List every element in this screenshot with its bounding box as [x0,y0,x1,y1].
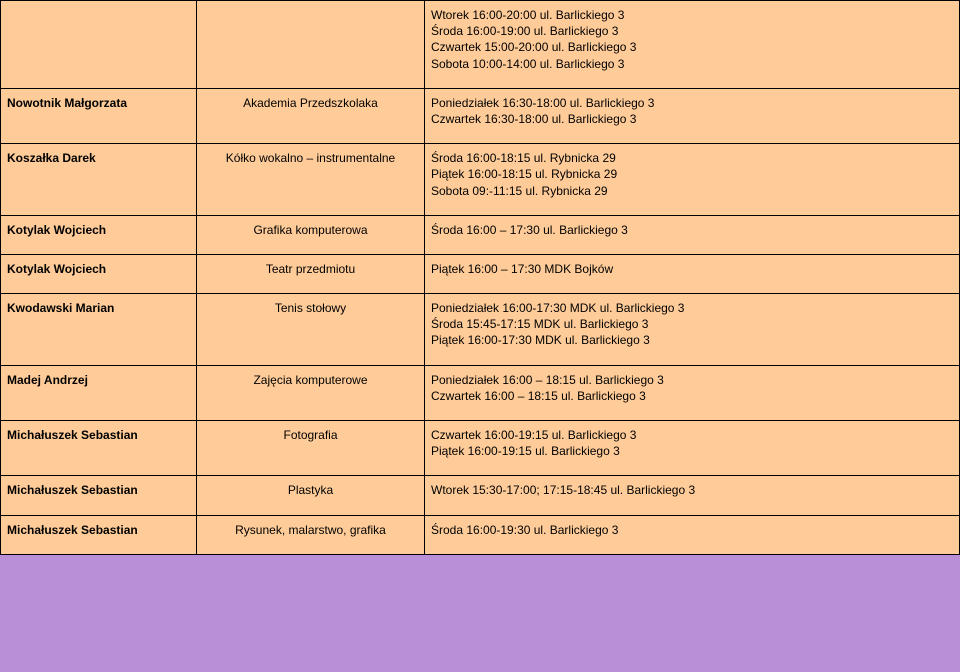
table-row: Wtorek 16:00-20:00 ul. Barlickiego 3Środ… [1,1,960,89]
schedule-line: Wtorek 15:30-17:00; 17:15-18:45 ul. Barl… [431,482,953,498]
cell-name: Kotylak Wojciech [1,215,197,254]
schedule-line: Środa 16:00 – 17:30 ul. Barlickiego 3 [431,222,953,238]
cell-activity: Zajęcia komputerowe [197,365,425,420]
cell-schedule: Środa 16:00-19:30 ul. Barlickiego 3 [425,515,960,554]
cell-schedule: Środa 16:00-18:15 ul. Rybnicka 29Piątek … [425,144,960,216]
cell-activity: Fotografia [197,421,425,476]
cell-name: Kwodawski Marian [1,294,197,366]
cell-schedule: Poniedziałek 16:00 – 18:15 ul. Barlickie… [425,365,960,420]
schedule-line: Wtorek 16:00-20:00 ul. Barlickiego 3 [431,7,953,23]
cell-name: Michałuszek Sebastian [1,515,197,554]
schedule-line: Piątek 16:00-18:15 ul. Rybnicka 29 [431,166,953,182]
schedule-line: Środa 16:00-19:00 ul. Barlickiego 3 [431,23,953,39]
schedule-line: Środa 16:00-18:15 ul. Rybnicka 29 [431,150,953,166]
cell-name: Nowotnik Małgorzata [1,88,197,143]
schedule-line: Czwartek 16:00 – 18:15 ul. Barlickiego 3 [431,388,953,404]
cell-activity: Akademia Przedszkolaka [197,88,425,143]
schedule-line: Czwartek 16:30-18:00 ul. Barlickiego 3 [431,111,953,127]
schedule-line: Piątek 16:00 – 17:30 MDK Bojków [431,261,953,277]
schedule-line: Piątek 16:00-19:15 ul. Barlickiego 3 [431,443,953,459]
cell-schedule: Poniedziałek 16:30-18:00 ul. Barlickiego… [425,88,960,143]
schedule-table: Wtorek 16:00-20:00 ul. Barlickiego 3Środ… [0,0,960,555]
table-row: Madej AndrzejZajęcia komputerowe Poniedzi… [1,365,960,420]
schedule-line: Poniedziałek 16:00-17:30 MDK ul. Barlick… [431,300,953,316]
cell-activity: Tenis stołowy [197,294,425,366]
cell-name: Kotylak Wojciech [1,254,197,293]
cell-name: Madej Andrzej [1,365,197,420]
schedule-line: Sobota 10:00-14:00 ul. Barlickiego 3 [431,56,953,72]
cell-name: Koszałka Darek [1,144,197,216]
cell-name [1,1,197,89]
schedule-line: Piątek 16:00-17:30 MDK ul. Barlickiego 3 [431,332,953,348]
cell-schedule: Wtorek 16:00-20:00 ul. Barlickiego 3Środ… [425,1,960,89]
cell-name: Michałuszek Sebastian [1,476,197,515]
table-row: Nowotnik MałgorzataAkademia Przedszkolak… [1,88,960,143]
cell-activity [197,1,425,89]
cell-schedule: Czwartek 16:00-19:15 ul. Barlickiego 3Pi… [425,421,960,476]
cell-schedule: Piątek 16:00 – 17:30 MDK Bojków [425,254,960,293]
cell-activity: Kółko wokalno – instrumentalne [197,144,425,216]
table-row: Michałuszek SebastianPlastyka Wtorek 15:3… [1,476,960,515]
schedule-line: Czwartek 16:00-19:15 ul. Barlickiego 3 [431,427,953,443]
table-row: Kwodawski MarianTenis stołowy Poniedziałe… [1,294,960,366]
table-row: Kotylak WojciechGrafika komputerowa Środa… [1,215,960,254]
schedule-line: Poniedziałek 16:30-18:00 ul. Barlickiego… [431,95,953,111]
cell-activity: Grafika komputerowa [197,215,425,254]
cell-activity: Teatr przedmiotu [197,254,425,293]
schedule-line: Środa 15:45-17:15 MDK ul. Barlickiego 3 [431,316,953,332]
cell-activity: Plastyka [197,476,425,515]
table-row: Michałuszek SebastianFotografiaCzwartek … [1,421,960,476]
table-row: Michałuszek SebastianRysunek, malarstwo,… [1,515,960,554]
table-row: Koszałka DarekKółko wokalno – instrument… [1,144,960,216]
cell-schedule: Wtorek 15:30-17:00; 17:15-18:45 ul. Barl… [425,476,960,515]
cell-schedule: Poniedziałek 16:00-17:30 MDK ul. Barlick… [425,294,960,366]
schedule-line: Poniedziałek 16:00 – 18:15 ul. Barlickie… [431,372,953,388]
schedule-line: Sobota 09:-11:15 ul. Rybnicka 29 [431,183,953,199]
cell-activity: Rysunek, malarstwo, grafika [197,515,425,554]
schedule-line: Czwartek 15:00-20:00 ul. Barlickiego 3 [431,39,953,55]
cell-schedule: Środa 16:00 – 17:30 ul. Barlickiego 3 [425,215,960,254]
cell-name: Michałuszek Sebastian [1,421,197,476]
table-row: Kotylak WojciechTeatr przedmiotu Piątek 1… [1,254,960,293]
schedule-line: Środa 16:00-19:30 ul. Barlickiego 3 [431,522,953,538]
